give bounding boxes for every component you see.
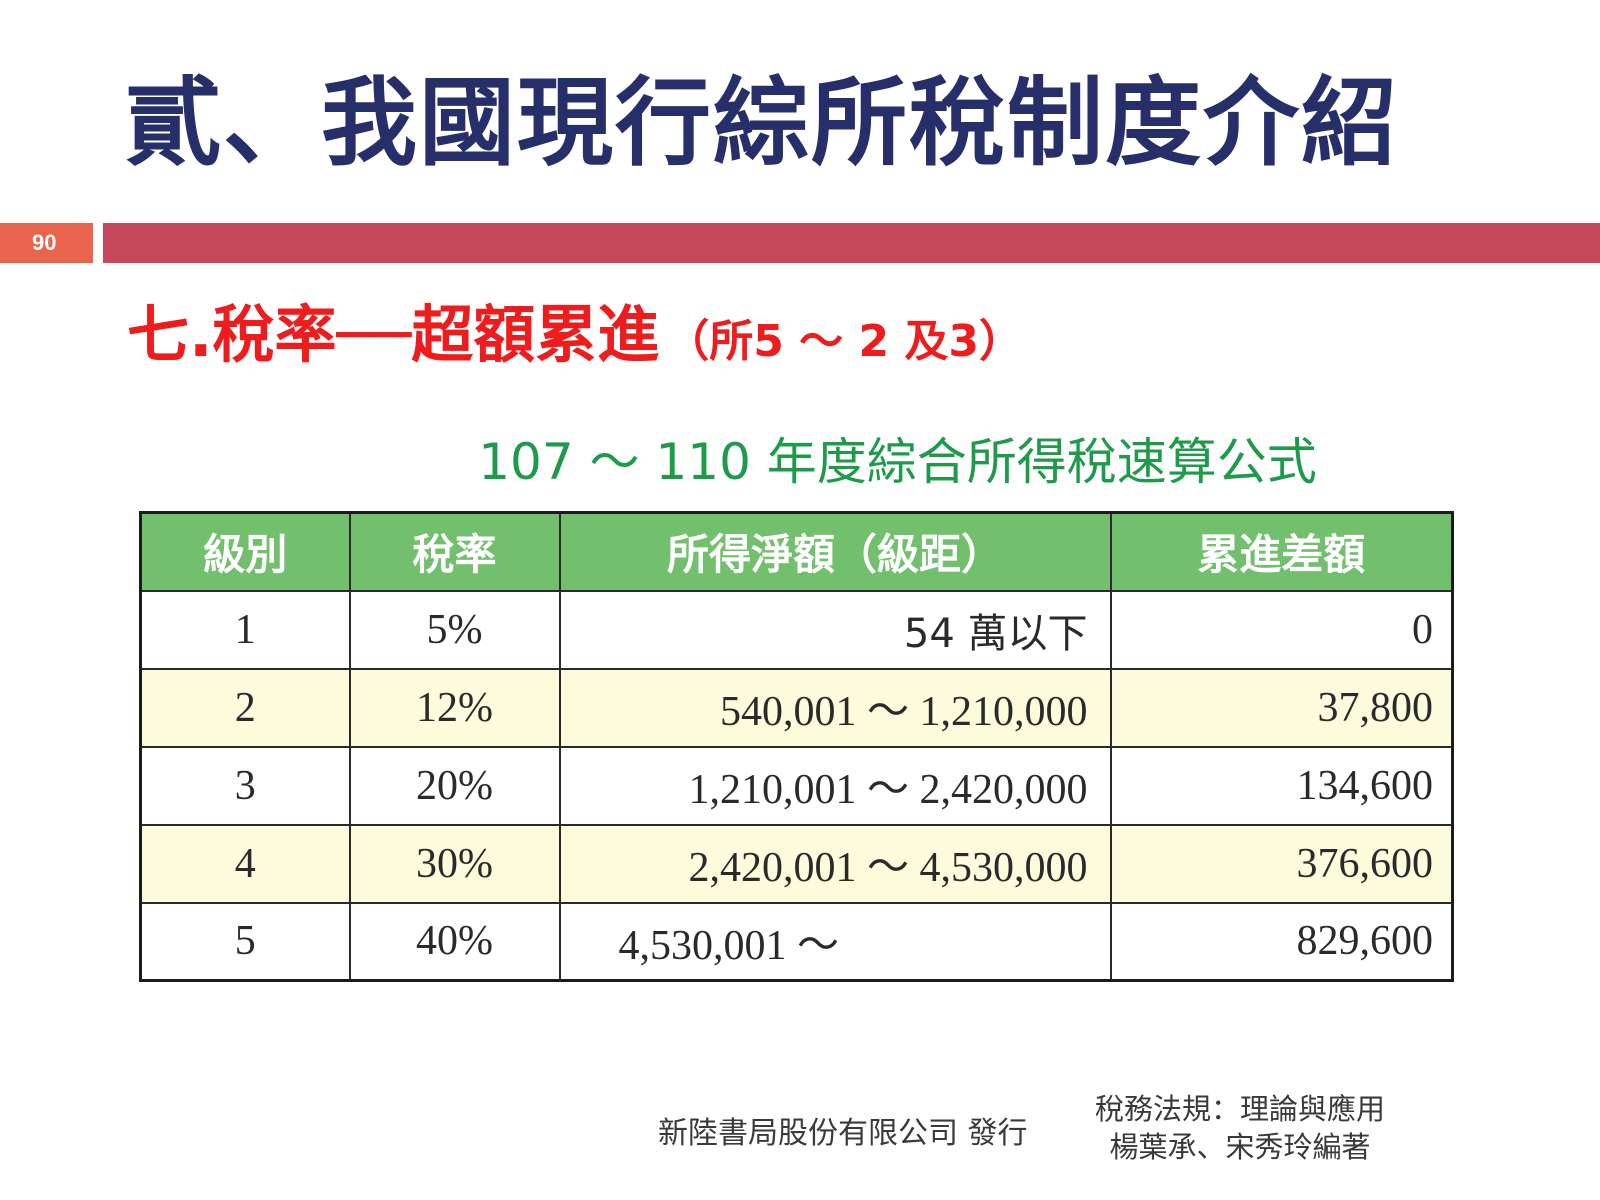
cell-level: 1 (139, 589, 351, 670)
cell-range: 1,210,001 ～ 2,420,000 (558, 745, 1112, 826)
cell-level: 3 (139, 745, 351, 826)
page-number: 90 (0, 223, 93, 263)
table-row: 2 12% 540,001 ～ 1,210,000 37,800 (139, 667, 1454, 748)
slide-title: 貳、我國現行綜所稅制度介紹 (125, 67, 1399, 179)
publisher-credit: 新陸書局股份有限公司 發行 (658, 1116, 1028, 1151)
table-row: 4 30% 2,420,001 ～ 4,530,000 376,600 (139, 823, 1454, 904)
section-reference: （所5 ～ 2 及3） (665, 316, 1024, 367)
header-level: 級別 (139, 511, 351, 592)
header-rate: 稅率 (348, 511, 561, 592)
book-title: 稅務法規：理論與應用 (1094, 1092, 1385, 1126)
tax-rate-table: 級別 稅率 所得淨額（級距） 累進差額 1 5% 54 萬以下 0 2 12% … (139, 511, 1454, 982)
header-divider-bar (103, 223, 1600, 263)
cell-range-text: 54 萬以下 (903, 610, 1088, 657)
cell-difference: 37,800 (1109, 667, 1454, 748)
cell-rate: 30% (348, 823, 561, 904)
book-info: 稅務法規：理論與應用 楊葉承、宋秀玲編著 (1085, 1090, 1395, 1166)
cell-rate: 5% (348, 589, 561, 670)
cell-rate: 20% (348, 745, 561, 826)
cell-rate: 12% (348, 667, 561, 748)
cell-range: 540,001 ～ 1,210,000 (558, 667, 1112, 748)
cell-level: 2 (139, 667, 351, 748)
cell-level: 4 (139, 823, 351, 904)
cell-range: 2,420,001 ～ 4,530,000 (558, 823, 1112, 904)
table-caption: 107 ～ 110 年度綜合所得稅速算公式 (478, 433, 1317, 491)
cell-range: 54 萬以下 (558, 589, 1112, 670)
cell-range: 4,530,001 ～ (558, 901, 1112, 982)
header-progressive-difference: 累進差額 (1109, 511, 1454, 592)
section-heading-text: 七.稅率──超額累進 (127, 298, 660, 371)
header-net-income: 所得淨額（級距） (558, 511, 1112, 592)
cell-difference: 134,600 (1109, 745, 1454, 826)
table-row: 1 5% 54 萬以下 0 (139, 589, 1454, 670)
cell-level: 5 (139, 901, 351, 982)
table-row: 5 40% 4,530,001 ～ 829,600 (139, 901, 1454, 982)
section-heading: 七.稅率──超額累進 （所5 ～ 2 及3） (127, 296, 1023, 381)
cell-rate: 40% (348, 901, 561, 982)
cell-difference: 376,600 (1109, 823, 1454, 904)
book-authors: 楊葉承、宋秀玲編著 (1109, 1130, 1371, 1164)
cell-difference: 829,600 (1109, 901, 1454, 982)
table-row: 3 20% 1,210,001 ～ 2,420,000 134,600 (139, 745, 1454, 826)
table-header-row: 級別 稅率 所得淨額（級距） 累進差額 (139, 511, 1454, 592)
cell-difference: 0 (1109, 589, 1454, 670)
